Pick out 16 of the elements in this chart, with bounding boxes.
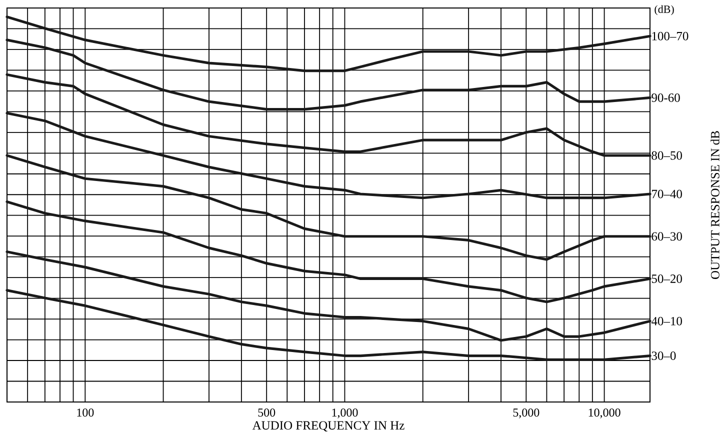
series-label: 50–20	[652, 274, 682, 283]
series-label: 100–70	[652, 32, 688, 40]
series-label: 30–0	[652, 352, 676, 360]
x-axis-title: AUDIO FREQUENCY IN Hz	[252, 421, 404, 432]
series-label: 40–10	[651, 316, 682, 326]
text: (dB)	[654, 5, 674, 16]
y-axis-title: OUTPUT RESPONSE IN dB	[710, 131, 720, 279]
x-tick-label: 500	[258, 408, 276, 417]
series-label: 70–40	[652, 190, 682, 198]
x-tick-label: 100	[77, 408, 94, 417]
series-label: 60–30	[652, 232, 682, 241]
series-label: 90-60	[652, 94, 680, 102]
x-tick-label: 5,000	[513, 408, 540, 418]
x-tick-label: 1,000	[332, 408, 358, 418]
series-label: 80–50	[652, 151, 682, 160]
x-tick-label: 10,000	[588, 408, 620, 418]
